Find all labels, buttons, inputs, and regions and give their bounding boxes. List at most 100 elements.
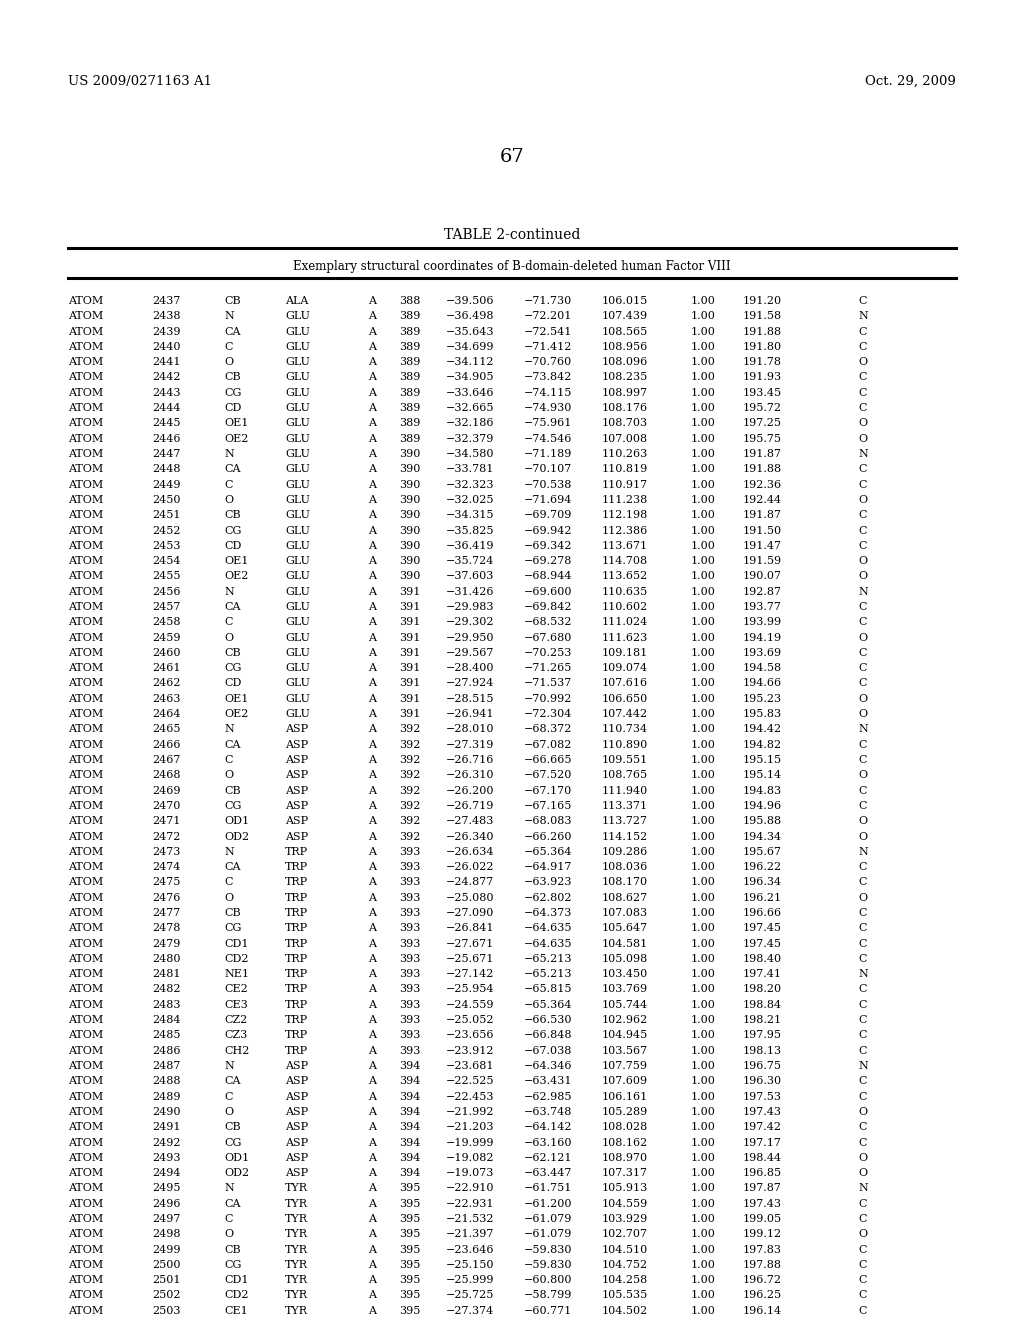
Text: 1.00: 1.00 <box>691 908 716 917</box>
Text: 2487: 2487 <box>152 1061 180 1071</box>
Text: 1.00: 1.00 <box>691 372 716 383</box>
Text: 2466: 2466 <box>152 739 180 750</box>
Text: −62.802: −62.802 <box>523 892 572 903</box>
Text: −71.730: −71.730 <box>523 296 572 306</box>
Text: 192.44: 192.44 <box>742 495 782 504</box>
Text: ASP: ASP <box>285 816 308 826</box>
Text: GLU: GLU <box>285 618 310 627</box>
Text: N: N <box>858 312 867 321</box>
Text: CA: CA <box>224 326 241 337</box>
Text: GLU: GLU <box>285 312 310 321</box>
Text: OD1: OD1 <box>224 816 249 826</box>
Text: 389: 389 <box>398 372 420 383</box>
Text: 111.024: 111.024 <box>602 618 648 627</box>
Text: O: O <box>224 358 233 367</box>
Text: C: C <box>858 1015 866 1026</box>
Text: −67.170: −67.170 <box>523 785 572 796</box>
Text: 2500: 2500 <box>152 1259 180 1270</box>
Text: NE1: NE1 <box>224 969 249 979</box>
Text: 194.96: 194.96 <box>742 801 782 810</box>
Text: TYR: TYR <box>285 1291 308 1300</box>
Text: 104.752: 104.752 <box>602 1259 648 1270</box>
Text: OE1: OE1 <box>224 418 249 429</box>
Text: C: C <box>224 1092 232 1102</box>
Text: GLU: GLU <box>285 525 310 536</box>
Text: A: A <box>368 862 376 873</box>
Text: −26.634: −26.634 <box>445 847 494 857</box>
Text: CA: CA <box>224 602 241 612</box>
Text: −68.944: −68.944 <box>523 572 572 581</box>
Text: A: A <box>368 939 376 949</box>
Text: ATOM: ATOM <box>68 908 103 917</box>
Text: ATOM: ATOM <box>68 632 103 643</box>
Text: 391: 391 <box>398 602 420 612</box>
Text: −58.799: −58.799 <box>523 1291 572 1300</box>
Text: ATOM: ATOM <box>68 1138 103 1147</box>
Text: A: A <box>368 847 376 857</box>
Text: C: C <box>858 1199 866 1209</box>
Text: 104.581: 104.581 <box>602 939 648 949</box>
Text: TRP: TRP <box>285 969 308 979</box>
Text: ATOM: ATOM <box>68 342 103 352</box>
Text: −72.541: −72.541 <box>523 326 572 337</box>
Text: C: C <box>858 1245 866 1254</box>
Text: ASP: ASP <box>285 725 308 734</box>
Text: 1.00: 1.00 <box>691 296 716 306</box>
Text: 2498: 2498 <box>152 1229 180 1239</box>
Text: −23.912: −23.912 <box>445 1045 494 1056</box>
Text: A: A <box>368 358 376 367</box>
Text: −26.200: −26.200 <box>445 785 494 796</box>
Text: −34.699: −34.699 <box>445 342 494 352</box>
Text: 105.913: 105.913 <box>602 1184 648 1193</box>
Text: 1.00: 1.00 <box>691 1092 716 1102</box>
Text: A: A <box>368 326 376 337</box>
Text: TRP: TRP <box>285 908 308 917</box>
Text: C: C <box>858 1214 866 1224</box>
Text: 104.945: 104.945 <box>602 1031 648 1040</box>
Text: A: A <box>368 511 376 520</box>
Text: 2491: 2491 <box>152 1122 180 1133</box>
Text: −62.121: −62.121 <box>523 1152 572 1163</box>
Text: CA: CA <box>224 465 241 474</box>
Text: ATOM: ATOM <box>68 862 103 873</box>
Text: −66.665: −66.665 <box>523 755 572 766</box>
Text: 196.34: 196.34 <box>742 878 782 887</box>
Text: −27.671: −27.671 <box>445 939 494 949</box>
Text: 393: 393 <box>398 862 420 873</box>
Text: O: O <box>858 495 867 504</box>
Text: −33.781: −33.781 <box>445 465 494 474</box>
Text: A: A <box>368 771 376 780</box>
Text: GLU: GLU <box>285 586 310 597</box>
Text: −32.186: −32.186 <box>445 418 494 429</box>
Text: 67: 67 <box>500 148 524 166</box>
Text: 194.42: 194.42 <box>742 725 782 734</box>
Text: 113.371: 113.371 <box>602 801 648 810</box>
Text: 2495: 2495 <box>152 1184 180 1193</box>
Text: N: N <box>224 1184 233 1193</box>
Text: 393: 393 <box>398 1045 420 1056</box>
Text: A: A <box>368 892 376 903</box>
Text: −28.515: −28.515 <box>445 694 494 704</box>
Text: A: A <box>368 372 376 383</box>
Text: 108.170: 108.170 <box>602 878 648 887</box>
Text: 2457: 2457 <box>152 602 180 612</box>
Text: GLU: GLU <box>285 495 310 504</box>
Text: 2483: 2483 <box>152 999 180 1010</box>
Text: 393: 393 <box>398 1015 420 1026</box>
Text: TRP: TRP <box>285 985 308 994</box>
Text: ATOM: ATOM <box>68 725 103 734</box>
Text: CD1: CD1 <box>224 939 249 949</box>
Text: ASP: ASP <box>285 739 308 750</box>
Text: O: O <box>858 632 867 643</box>
Text: ATOM: ATOM <box>68 586 103 597</box>
Text: 195.83: 195.83 <box>742 709 782 719</box>
Text: A: A <box>368 1305 376 1316</box>
Text: C: C <box>858 923 866 933</box>
Text: 2469: 2469 <box>152 785 180 796</box>
Text: GLU: GLU <box>285 465 310 474</box>
Text: 2499: 2499 <box>152 1245 180 1254</box>
Text: 1.00: 1.00 <box>691 694 716 704</box>
Text: 195.15: 195.15 <box>742 755 782 766</box>
Text: −63.923: −63.923 <box>523 878 572 887</box>
Text: 104.510: 104.510 <box>602 1245 648 1254</box>
